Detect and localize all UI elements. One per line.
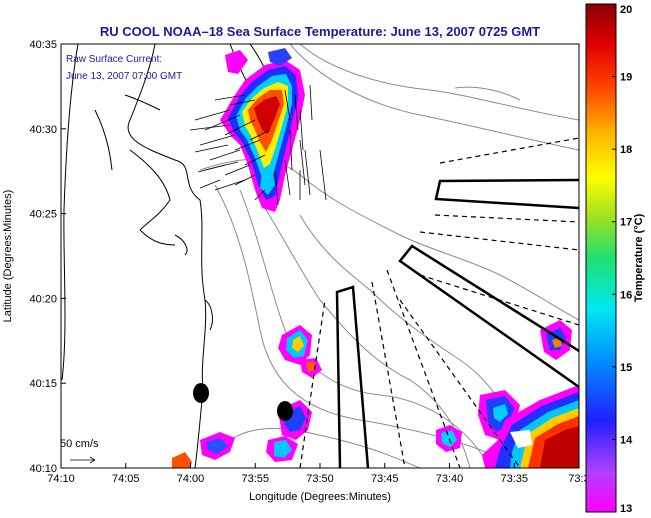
scale-label: 50 cm/s — [60, 438, 99, 450]
sst-patch-north — [220, 48, 305, 212]
y-axis-label: Latitude (Degrees:Minutes) — [2, 190, 14, 323]
x-tick-label: 73:45 — [371, 473, 399, 485]
colorbar-tick-label: 18 — [620, 144, 632, 156]
colorbar-tick-label: 13 — [620, 503, 632, 515]
y-axis: 40:35 40:30 40:25 40:20 40:15 40:10 — [29, 39, 66, 475]
x-tick-label: 74:00 — [177, 473, 205, 485]
x-tick-label: 73:55 — [241, 473, 269, 485]
current-vectors — [70, 84, 327, 464]
radial-dashed-lines — [299, 137, 579, 468]
x-tick-label: 73:3 — [568, 473, 589, 485]
map-content — [61, 44, 579, 468]
colorbar-label: Temperature (°C) — [633, 213, 645, 302]
colorbar-tick-label: 17 — [620, 217, 632, 229]
y-tick-label: 40:20 — [29, 293, 57, 305]
x-tick-label: 73:50 — [306, 473, 334, 485]
y-tick-label: 40:35 — [29, 39, 57, 51]
y-tick-label: 40:15 — [29, 378, 57, 390]
colorbar-tick-label: 14 — [620, 434, 633, 446]
colorbar-tick-label: 16 — [620, 289, 632, 301]
x-tick-label: 74:10 — [47, 473, 75, 485]
y-tick-label: 40:10 — [29, 463, 57, 475]
y-tick-label: 40:25 — [29, 209, 57, 221]
x-axis: 74:10 74:05 74:00 73:55 73:50 73:45 73:40 73:35… — [47, 463, 590, 485]
current-note-line2: June 13, 2007 07:00 GMT — [66, 71, 182, 82]
shipping-lanes — [335, 178, 579, 468]
colorbar-tick-label: 19 — [620, 72, 632, 84]
sst-patches — [172, 48, 579, 468]
x-tick-label: 74:05 — [112, 473, 140, 485]
colorbar-ticks: 20 19 18 17 16 15 14 13 — [612, 3, 633, 515]
colorbar — [585, 3, 617, 513]
x-tick-label: 73:40 — [436, 473, 464, 485]
x-tick-label: 73:35 — [500, 473, 528, 485]
current-note-line1: Raw Surface Current: — [66, 54, 162, 65]
sst-patch-middle — [278, 325, 322, 378]
figure-title: RU COOL NOAA–18 Sea Surface Temperature:… — [100, 24, 540, 39]
y-tick-label: 40:30 — [29, 124, 57, 136]
site-marker — [193, 383, 209, 403]
site-marker — [277, 401, 293, 421]
x-axis-label: Longitude (Degrees:Minutes) — [249, 491, 391, 503]
colorbar-tick-label: 15 — [620, 362, 632, 374]
colorbar-tick-label: 20 — [620, 4, 632, 16]
